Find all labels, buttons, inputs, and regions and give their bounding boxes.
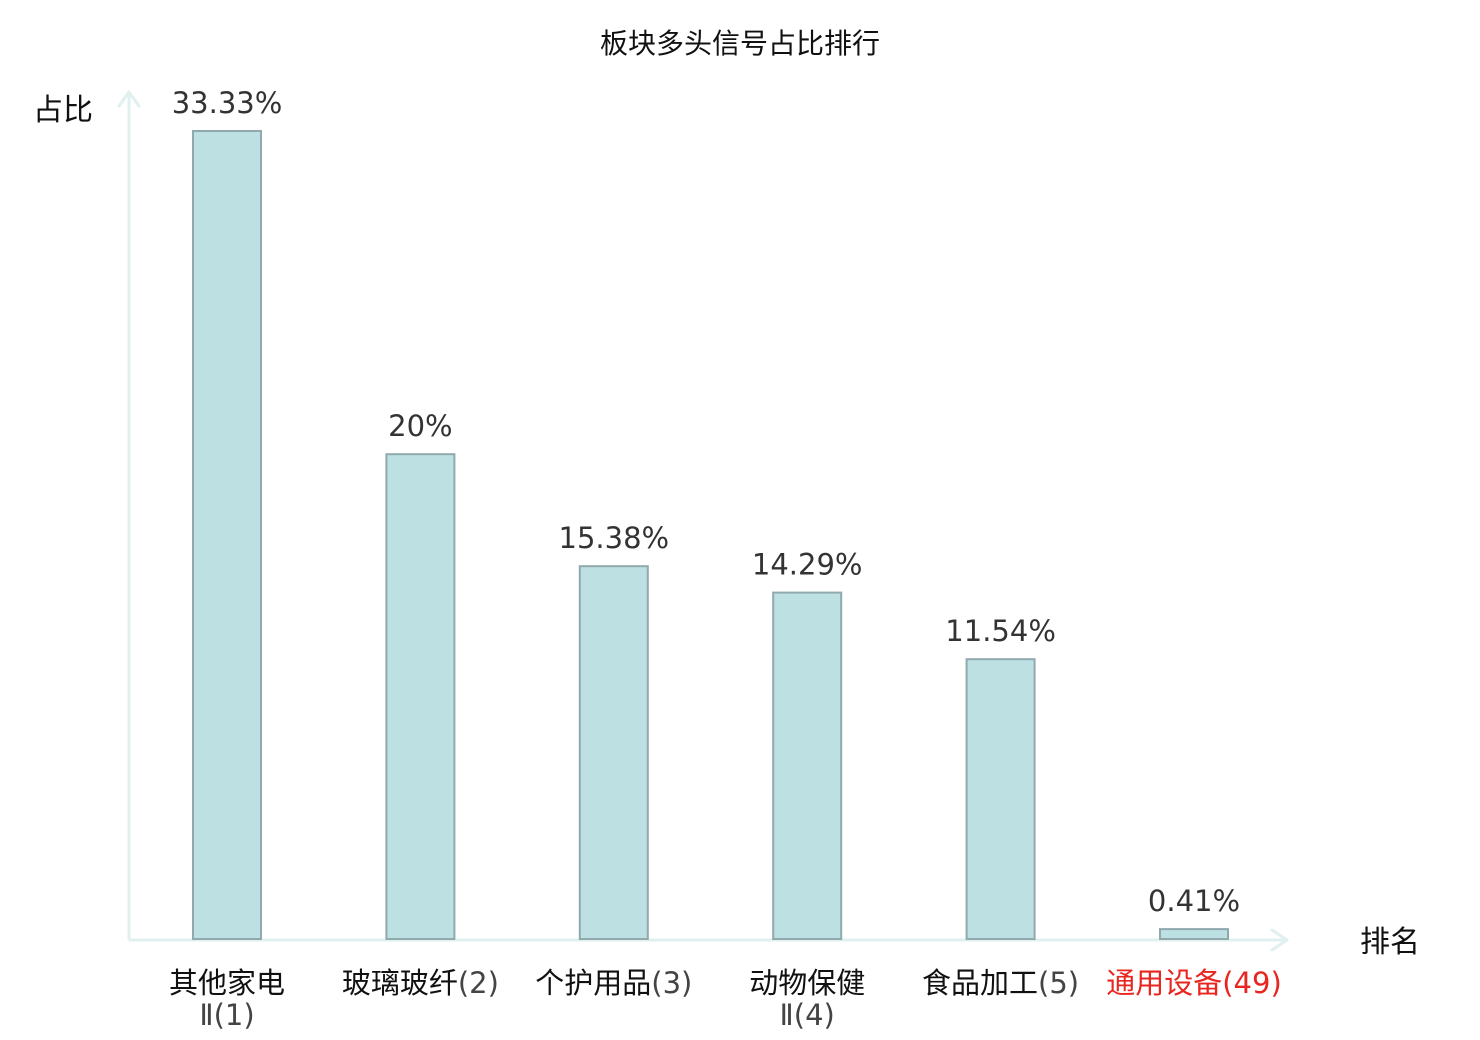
category-label-line2: Ⅱ(4) xyxy=(780,998,835,1032)
bar xyxy=(578,565,649,940)
category-name-suffix: Ⅱ xyxy=(780,998,794,1032)
y-axis: 占比 xyxy=(33,90,141,940)
category-rank: (1) xyxy=(214,998,255,1032)
bar xyxy=(965,658,1036,940)
category-name: 个护用品 xyxy=(535,966,651,1000)
bars-group xyxy=(192,130,1229,940)
value-label: 14.29% xyxy=(752,548,863,582)
value-label: 11.54% xyxy=(945,614,1056,648)
category-name: 食品加工 xyxy=(922,966,1038,1000)
category-label: 其他家电 xyxy=(169,966,285,1000)
value-label: 33.33% xyxy=(172,86,283,120)
category-rank: (5) xyxy=(1038,966,1079,1000)
category-label: 动物保健 xyxy=(749,966,865,1000)
category-rank: (49) xyxy=(1222,966,1282,1000)
category-name: 动物保健 xyxy=(749,966,865,1000)
y-axis-label: 占比 xyxy=(33,93,93,128)
category-name: 其他家电 xyxy=(169,966,285,1000)
category-label: 个护用品(3) xyxy=(535,966,692,1000)
bar xyxy=(772,591,843,940)
category-rank: (3) xyxy=(651,966,692,1000)
value-label: 0.41% xyxy=(1148,884,1240,918)
category-name: 玻璃玻纤 xyxy=(342,966,458,1000)
category-rank: (2) xyxy=(458,966,499,1000)
bar xyxy=(1159,928,1229,940)
category-label: 食品加工(5) xyxy=(922,966,1079,1000)
category-name-suffix: Ⅱ xyxy=(199,998,213,1032)
bar xyxy=(192,130,262,940)
x-axis: 排名 xyxy=(129,925,1420,960)
category-label: 玻璃玻纤(2) xyxy=(342,966,499,1000)
value-label: 20% xyxy=(388,409,452,443)
x-axis-arrow-icon xyxy=(1270,928,1289,952)
bar xyxy=(385,453,456,940)
value-label: 15.38% xyxy=(559,521,670,555)
value-labels-group: 33.33% 20% 15.38% 14.29% 11.54% 0.41% xyxy=(172,86,1240,918)
category-label-line2: Ⅱ(1) xyxy=(199,998,254,1032)
chart-title: 板块多头信号占比排行 xyxy=(600,27,880,60)
category-name: 通用设备 xyxy=(1106,966,1222,1000)
category-label: 通用设备(49) xyxy=(1106,966,1282,1000)
x-axis-label: 排名 xyxy=(1360,925,1420,960)
category-rank: (4) xyxy=(794,998,835,1032)
y-axis-arrow-icon xyxy=(117,90,141,108)
